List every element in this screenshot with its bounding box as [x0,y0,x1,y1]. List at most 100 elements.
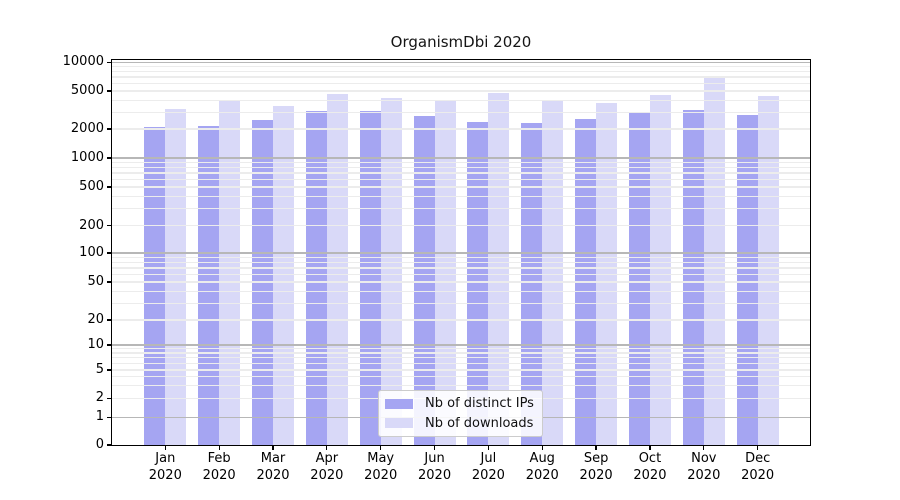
legend-item-distinct-ips: Nb of distinct IPs [385,394,542,414]
x-tick-mark [164,445,166,451]
y-tick-mark [106,157,111,159]
plot-area: Nb of distinct IPs Nb of downloads [111,59,811,446]
gridline-400 [112,195,810,197]
x-tick-mark [218,445,220,451]
x-tick-label-feb: Feb 2020 [202,451,236,483]
gridline-3 [112,385,810,387]
gridline-500 [112,186,810,188]
bar-feb-downloads [219,100,241,445]
gridline-600 [112,178,810,180]
gridline-100 [112,252,810,254]
legend: Nb of distinct IPs Nb of downloads [378,390,543,437]
bar-may-distinct-ips [359,110,381,445]
x-tick-mark [703,445,705,451]
gridline-10 [112,344,810,346]
gridline-800 [112,166,810,168]
y-tick-label-20: 20 [87,312,104,327]
gridline-10000 [112,61,810,63]
gridline-60 [112,273,810,275]
y-tick-mark [106,369,111,371]
y-tick-mark [106,444,111,446]
bar-feb-distinct-ips [198,125,220,445]
gridline-5000 [112,90,810,92]
y-tick-mark [106,319,111,321]
gridline-1000 [112,157,810,159]
bar-jan-distinct-ips [144,126,166,445]
y-tick-mark [106,186,111,188]
gridline-90 [112,256,810,258]
x-tick-mark [380,445,382,451]
x-tick-label-aug: Aug 2020 [525,451,559,483]
x-tick-mark [326,445,328,451]
y-tick-mark [106,416,111,418]
bar-nov-distinct-ips [682,110,704,445]
y-tick-label-50: 50 [87,274,104,289]
y-tick-label-1: 1 [95,409,104,425]
legend-item-downloads: Nb of downloads [385,414,542,434]
y-tick-label-5: 5 [95,362,104,377]
y-tick-mark [106,61,111,63]
gridline-20 [112,319,810,321]
x-tick-label-nov: Nov 2020 [687,451,721,483]
gridline-3000 [112,111,810,113]
legend-swatch-downloads [385,418,413,429]
y-tick-label-1000: 1000 [70,150,104,165]
x-tick-label-jul: Jul 2020 [471,451,505,483]
bars-layer [112,60,810,445]
y-tick-mark [106,344,111,346]
bar-jan-downloads [165,109,187,445]
legend-swatch-distinct-ips [385,398,413,409]
bar-jul-downloads [488,93,510,445]
gridline-900 [112,161,810,163]
gridline-7 [112,357,810,359]
bar-jul-distinct-ips [467,121,489,445]
y-tick-label-5000: 5000 [70,83,104,98]
y-tick-label-10000: 10000 [62,54,104,70]
gridline-80 [112,261,810,263]
gridline-30 [112,302,810,304]
y-tick-label-200: 200 [79,217,104,233]
gridline-6 [112,362,810,364]
y-tick-mark [106,281,111,283]
gridline-8000 [112,70,810,73]
gridlines-layer [112,60,810,445]
y-tick-mark [106,128,111,130]
y-tick-mark [106,90,111,92]
y-tick-label-0: 0 [95,437,104,452]
legend-label-distinct-ips: Nb of distinct IPs [425,396,534,412]
bar-apr-distinct-ips [305,110,327,445]
x-tick-label-apr: Apr 2020 [310,451,344,483]
gridline-50 [112,281,810,283]
bar-dec-distinct-ips [736,115,758,445]
gridline-700 [112,172,810,174]
y-tick-label-2: 2 [95,390,104,406]
y-tick-mark [106,252,111,254]
y-tick-mark [106,397,111,399]
x-tick-mark [541,445,543,451]
gridline-40 [112,290,810,292]
y-tick-label-500: 500 [79,179,104,194]
bar-aug-distinct-ips [521,123,543,445]
x-tick-mark [595,445,597,451]
x-tick-label-jan: Jan 2020 [148,451,182,483]
legend-label-downloads: Nb of downloads [425,415,534,431]
gridline-8 [112,352,810,354]
x-tick-label-dec: Dec 2020 [741,451,775,483]
gridline-300 [112,207,810,210]
y-tick-mark [106,224,111,227]
gridline-4000 [112,99,810,101]
gridline-2000 [112,128,810,130]
gridline-200 [112,224,810,227]
y-tick-label-100: 100 [79,245,104,260]
gridline-9000 [112,66,810,68]
x-tick-mark [757,445,759,451]
x-tick-mark [649,445,651,451]
gridline-70 [112,267,810,269]
bar-jun-distinct-ips [413,115,435,445]
gridline-7000 [112,76,810,78]
gridline-4 [112,376,810,378]
x-tick-label-may: May 2020 [364,451,398,483]
x-tick-mark [272,445,274,451]
x-tick-label-sep: Sep 2020 [579,451,613,483]
